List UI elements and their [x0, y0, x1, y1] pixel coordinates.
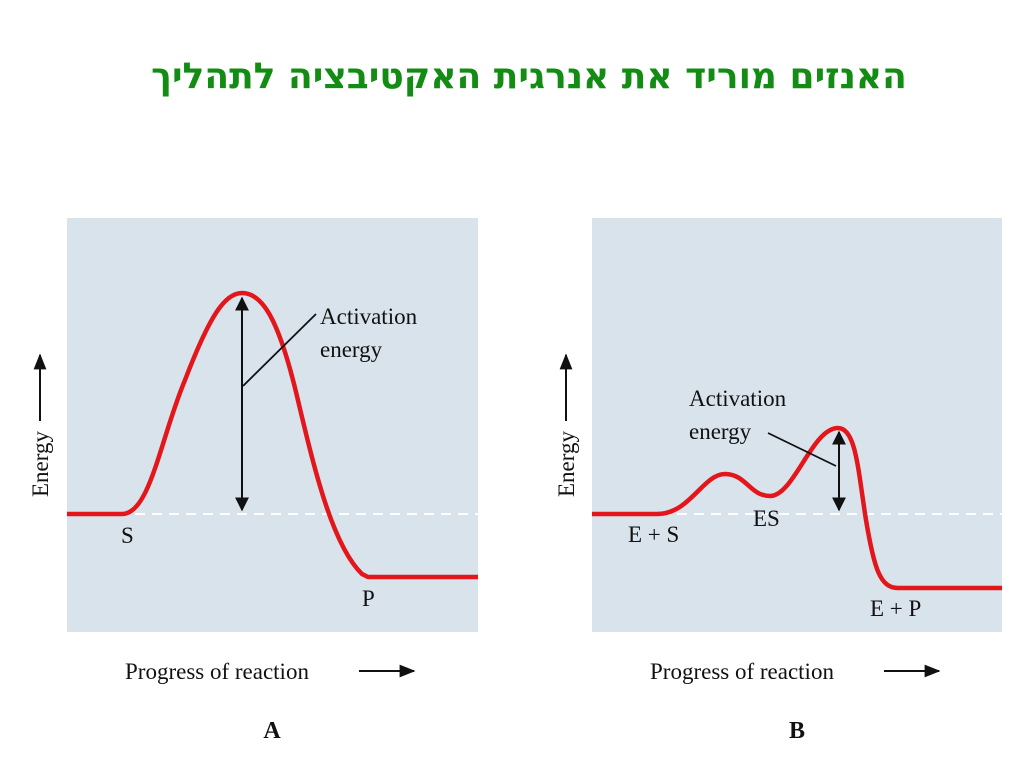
diagram-a: Activation energy S P Energy Progress of… — [28, 218, 478, 744]
annotation-activation-b: Activation — [689, 386, 787, 411]
panel-label-b: B — [789, 718, 805, 744]
y-axis-label-a: Energy — [28, 430, 53, 497]
state-label-p: P — [362, 586, 375, 611]
x-axis-label-a: Progress of reaction — [125, 659, 309, 684]
state-label-es: ES — [753, 506, 780, 531]
panel-b-background — [592, 218, 1002, 632]
slide-title: האנזים מוריד את אנרגית האקטיבציה לתהליך — [151, 56, 907, 97]
panel-a-background — [67, 218, 478, 632]
y-axis-label-b: Energy — [554, 430, 579, 497]
state-label-e-plus-p: E + P — [870, 596, 921, 621]
state-label-s: S — [121, 523, 134, 548]
y-axis-b: Energy — [554, 353, 579, 497]
panel-label-a: A — [263, 718, 281, 744]
state-label-e-plus-s: E + S — [628, 522, 679, 547]
reaction-curve-a — [67, 290, 478, 580]
x-axis-label-b: Progress of reaction — [650, 659, 834, 684]
annotation-energy-b: energy — [689, 419, 752, 444]
annotation-energy-a: energy — [320, 337, 383, 362]
annotation-activation-a: Activation — [320, 304, 418, 329]
annotation-leader-a — [242, 313, 317, 387]
annotation-leader-b — [767, 432, 837, 467]
diagram-b: Activation energy E + S ES E + P Energy … — [554, 218, 1002, 744]
reaction-curve-b — [592, 425, 1002, 591]
y-axis-a: Energy — [28, 353, 53, 497]
